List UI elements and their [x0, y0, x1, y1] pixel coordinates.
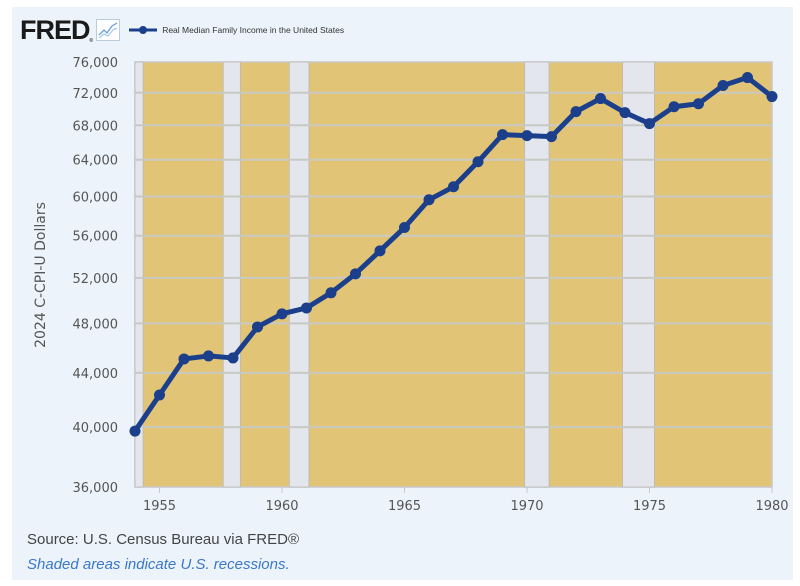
legend-label: Real Median Family Income in the United …	[162, 25, 345, 35]
x-tick-label: 1975	[633, 499, 666, 514]
fred-logo[interactable]: FRED®	[20, 14, 93, 45]
legend: Real Median Family Income in the United …	[128, 24, 344, 36]
data-point	[325, 287, 337, 299]
data-point	[668, 101, 680, 113]
data-point	[203, 350, 214, 362]
recession-note[interactable]: Shaded areas indicate U.S. recessions.	[27, 556, 290, 573]
data-point	[619, 107, 631, 119]
y-tick-label: 76,000	[73, 56, 119, 71]
recession-band	[134, 61, 144, 488]
x-tick-label: 1970	[510, 499, 543, 514]
data-point	[595, 93, 606, 105]
data-point	[276, 308, 288, 320]
data-point	[570, 106, 582, 118]
data-point	[448, 181, 459, 193]
data-point	[350, 268, 361, 280]
data-point	[766, 91, 778, 103]
y-tick-label: 60,000	[73, 190, 119, 205]
y-tick-label: 68,000	[73, 119, 119, 134]
data-point	[521, 130, 533, 142]
graph-icon[interactable]	[96, 19, 121, 41]
data-point	[301, 302, 312, 314]
data-point	[129, 425, 141, 437]
data-point	[252, 321, 263, 333]
data-point	[497, 129, 508, 141]
y-axis-title: 2024 C-CPI-U Dollars	[33, 202, 49, 348]
data-point	[227, 352, 239, 364]
y-tick-label: 64,000	[73, 154, 119, 169]
data-point	[693, 98, 704, 110]
data-point	[472, 156, 484, 168]
data-point	[717, 79, 729, 91]
recession-band	[288, 61, 310, 488]
x-tick-label: 1965	[388, 499, 421, 514]
y-tick-label: 40,000	[73, 421, 119, 436]
data-point	[644, 118, 655, 130]
recession-band	[222, 61, 241, 488]
y-tick-label: 48,000	[73, 317, 119, 332]
recession-band	[622, 61, 655, 488]
y-tick-label: 56,000	[73, 230, 119, 245]
data-point	[423, 194, 435, 206]
data-point	[178, 353, 190, 365]
x-tick-label: 1960	[265, 499, 298, 514]
x-tick-label: 1955	[143, 499, 176, 514]
y-tick-label: 52,000	[73, 272, 119, 287]
legend-swatch-icon	[129, 26, 158, 34]
data-point	[399, 222, 410, 234]
y-tick-label: 36,000	[73, 481, 119, 496]
y-tick-label: 72,000	[73, 87, 119, 102]
data-point	[742, 72, 753, 84]
data-point	[154, 389, 165, 401]
data-point	[546, 131, 557, 143]
data-point	[374, 245, 386, 257]
y-tick-label: 44,000	[73, 367, 119, 382]
chart-header: FRED® Real Median Family Income in the U…	[20, 15, 344, 45]
x-tick-label: 1980	[755, 499, 788, 514]
source-note: Source: U.S. Census Bureau via FRED®	[27, 531, 299, 548]
